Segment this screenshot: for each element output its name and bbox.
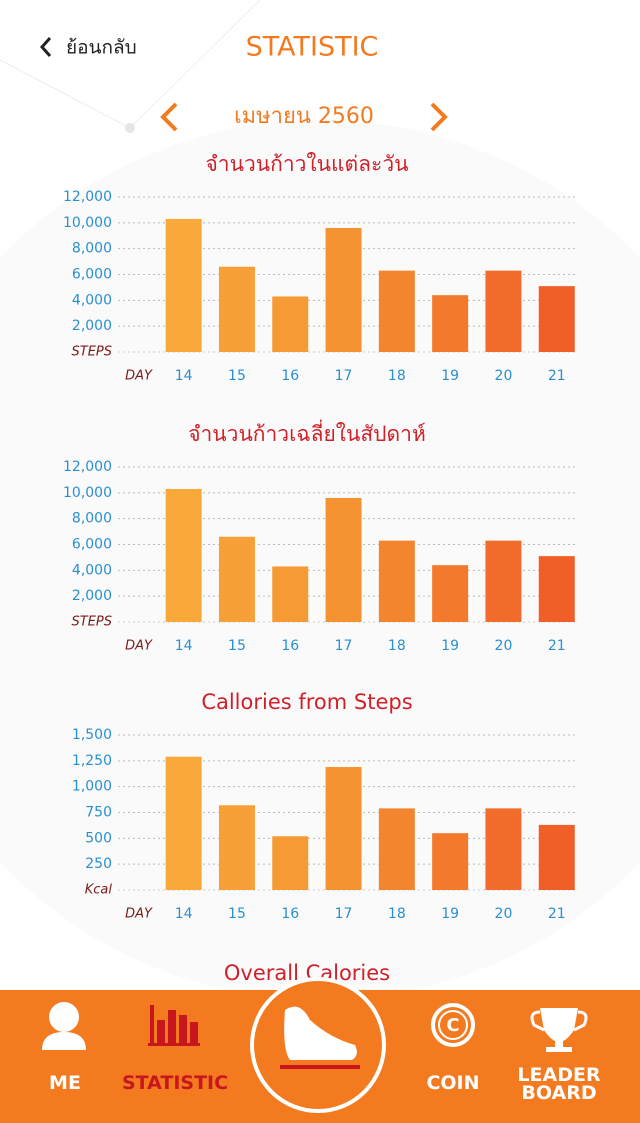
x-tick-label: 18 — [388, 638, 406, 654]
x-tick-label: 20 — [495, 368, 513, 384]
bar — [165, 218, 202, 352]
y-tick-label: 8,000 — [72, 511, 112, 527]
bar — [325, 767, 362, 890]
y-tick-label: 6,000 — [72, 537, 112, 553]
x-tick-label: 21 — [548, 906, 566, 922]
x-tick-label: 21 — [548, 638, 566, 654]
background — [0, 0, 261, 133]
x-tick-label: 17 — [335, 638, 353, 654]
month-label: เมษายน 2560 — [234, 104, 374, 129]
x-tick-label: 21 — [548, 368, 566, 384]
bar — [272, 566, 309, 622]
chart-title: จำนวนก้าวเฉลี่ยในสัปดาห์ — [188, 419, 426, 446]
bar — [485, 808, 522, 890]
bar — [325, 228, 362, 352]
x-tick-label: 18 — [388, 368, 406, 384]
bar — [218, 266, 255, 352]
y-tick-label: 10,000 — [63, 485, 112, 501]
bar — [432, 295, 469, 352]
back-button[interactable]: ย้อนกลับ — [66, 37, 137, 59]
bar — [378, 270, 415, 352]
nav-leaderboard[interactable]: LEADER BOARD — [517, 1064, 601, 1104]
x-tick-label: 19 — [441, 906, 459, 922]
y-tick-label: 2,000 — [72, 588, 112, 604]
x-tick-label: 20 — [495, 638, 513, 654]
header: ย้อนกลับ STATISTIC เมษายน 2560 — [39, 32, 448, 132]
bar — [378, 540, 415, 622]
x-tick-label: 17 — [335, 368, 353, 384]
y-axis-label: STEPS — [72, 345, 113, 360]
y-tick-label: 10,000 — [63, 215, 112, 231]
y-axis-label: STEPS — [72, 615, 113, 630]
bottom-nav: C ME STATISTIC COIN LEADER BOARD — [0, 977, 640, 1123]
bar — [165, 488, 202, 622]
x-tick-label: 14 — [175, 368, 193, 384]
y-axis-label: Kcal — [85, 883, 113, 898]
y-tick-label: 4,000 — [72, 292, 112, 308]
x-tick-label: 18 — [388, 906, 406, 922]
bar — [485, 540, 522, 622]
y-tick-label: 1,000 — [72, 779, 112, 795]
y-tick-label: 8,000 — [72, 241, 112, 257]
x-tick-label: 16 — [281, 906, 299, 922]
chart: จำนวนก้าวเฉลี่ยในสัปดาห์ STEPS 2,000 4,000 6… — [63, 419, 575, 654]
chart-title: จำนวนก้าวในแต่ละวัน — [206, 152, 409, 176]
bar — [432, 565, 469, 622]
bar — [538, 286, 575, 352]
x-tick-label: 14 — [175, 638, 193, 654]
y-tick-label: 2,000 — [72, 318, 112, 334]
y-tick-label: 1,250 — [72, 753, 112, 769]
x-tick-label: 14 — [175, 906, 193, 922]
bar — [218, 536, 255, 622]
x-tick-label: 15 — [228, 906, 246, 922]
x-axis-label: DAY — [125, 639, 153, 654]
bar — [378, 808, 415, 890]
nav-me[interactable]: ME — [49, 1072, 81, 1094]
x-tick-label: 19 — [441, 638, 459, 654]
y-tick-label: 500 — [85, 830, 112, 846]
x-tick-label: 19 — [441, 368, 459, 384]
x-tick-label: 16 — [281, 638, 299, 654]
bar — [218, 805, 255, 890]
bar — [485, 270, 522, 352]
back-icon[interactable] — [39, 37, 52, 57]
bar — [272, 836, 309, 890]
bar — [272, 296, 309, 352]
chart-title: Callories from Steps — [201, 690, 412, 714]
x-axis-label: DAY — [125, 369, 153, 384]
bar — [165, 756, 202, 890]
bar — [325, 498, 362, 622]
nav-coin[interactable]: COIN — [426, 1072, 480, 1094]
x-tick-label: 17 — [335, 906, 353, 922]
nav-statistic[interactable]: STATISTIC — [121, 1072, 229, 1094]
x-tick-label: 15 — [228, 368, 246, 384]
y-tick-label: 12,000 — [63, 459, 112, 475]
bar — [432, 833, 469, 890]
y-tick-label: 4,000 — [72, 562, 112, 578]
x-tick-label: 20 — [495, 906, 513, 922]
y-tick-label: 1,500 — [72, 727, 112, 743]
y-tick-label: 250 — [85, 856, 112, 872]
prev-month[interactable] — [160, 102, 178, 132]
y-tick-label: 12,000 — [63, 189, 112, 205]
chart: Callories from Steps Kcal 250 500 750 1,000 1,… — [72, 690, 575, 922]
x-tick-label: 15 — [228, 638, 246, 654]
chart: จำนวนก้าวในแต่ละวัน STEPS 2,000 4,000 6,000 8… — [63, 152, 575, 384]
page-title: STATISTIC — [246, 32, 379, 63]
svg-text:C: C — [446, 1015, 459, 1036]
x-tick-label: 16 — [281, 368, 299, 384]
nav-icons: C — [42, 977, 588, 1113]
bar — [538, 824, 575, 890]
y-tick-label: 6,000 — [72, 267, 112, 283]
x-axis-label: DAY — [125, 907, 153, 922]
bar — [538, 556, 575, 622]
next-month[interactable] — [430, 102, 448, 132]
y-tick-label: 750 — [85, 805, 112, 821]
